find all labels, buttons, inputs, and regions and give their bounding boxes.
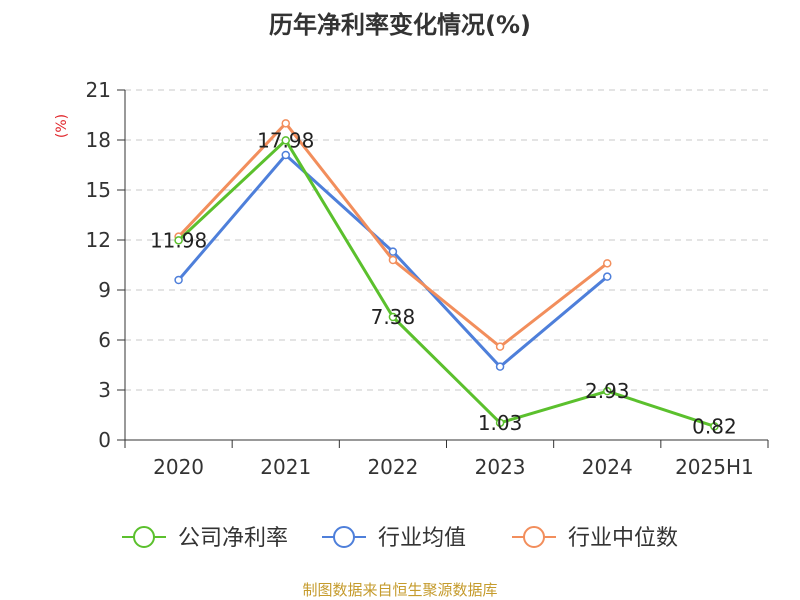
chart-title: 历年净利率变化情况(%) xyxy=(269,11,531,39)
legend-label: 行业均值 xyxy=(378,526,466,551)
series-lines xyxy=(174,119,719,431)
data-point xyxy=(603,259,612,268)
data-point xyxy=(174,275,183,285)
grid-lines xyxy=(125,89,768,391)
data-point xyxy=(603,386,612,396)
data-labels: 11.98 17.98 7.38 1.03 2.93 0.82 xyxy=(150,128,737,438)
x-tick-label: 2023 xyxy=(475,455,526,479)
legend-circle-icon xyxy=(333,526,355,548)
x-tick-label: 2022 xyxy=(367,455,418,479)
y-tick-label: 21 xyxy=(86,78,111,102)
x-tick-label: 2024 xyxy=(582,455,633,479)
y-tick-label: 6 xyxy=(98,328,111,352)
source-note: 制图数据来自恒生聚源数据库 xyxy=(302,581,497,599)
series-line-0 xyxy=(177,138,716,428)
data-label: 17.98 xyxy=(257,128,314,152)
data-point xyxy=(388,247,398,256)
data-label: 1.03 xyxy=(478,411,523,435)
data-point xyxy=(603,272,612,281)
y-tick-labels: 0 3 6 9 12 15 18 21 xyxy=(86,78,111,452)
data-point xyxy=(281,119,290,128)
y-tick-label: 12 xyxy=(86,228,111,252)
data-point xyxy=(495,362,505,371)
x-tick-label: 2025H1 xyxy=(675,455,754,479)
data-point xyxy=(495,418,505,428)
data-point xyxy=(281,136,290,145)
data-label: 11.98 xyxy=(150,228,207,252)
legend-circle-icon xyxy=(133,526,155,548)
legend-label: 行业中位数 xyxy=(568,526,678,551)
legend-item-0[interactable]: 公司净利率 xyxy=(122,526,288,551)
data-label: 7.38 xyxy=(371,305,416,329)
legend-item-1[interactable]: 行业均值 xyxy=(322,526,466,551)
y-tick-label: 0 xyxy=(98,428,111,452)
x-tick-label: 2021 xyxy=(260,455,311,479)
data-label: 2.93 xyxy=(585,379,630,403)
data-point xyxy=(495,342,505,351)
y-tick-label: 3 xyxy=(98,378,111,402)
legend-label: 公司净利率 xyxy=(178,526,288,551)
data-label: 0.82 xyxy=(692,414,737,438)
data-point xyxy=(388,255,398,265)
x-tick-label: 2020 xyxy=(153,455,204,479)
data-point xyxy=(174,236,183,245)
legend-item-2[interactable]: 行业中位数 xyxy=(512,526,678,551)
axes xyxy=(117,89,769,448)
data-point xyxy=(388,312,398,322)
data-point xyxy=(281,150,290,160)
y-tick-label: 15 xyxy=(86,178,111,202)
legend: 公司净利率 行业均值 行业中位数 xyxy=(122,526,678,551)
legend-circle-icon xyxy=(523,526,545,548)
y-tick-label: 9 xyxy=(98,278,111,302)
y-axis-unit: (%) xyxy=(54,114,70,138)
y-tick-label: 18 xyxy=(86,128,111,152)
x-tick-labels: 2020 2021 2022 2023 2024 2025H1 xyxy=(153,455,754,479)
data-point xyxy=(710,422,719,431)
